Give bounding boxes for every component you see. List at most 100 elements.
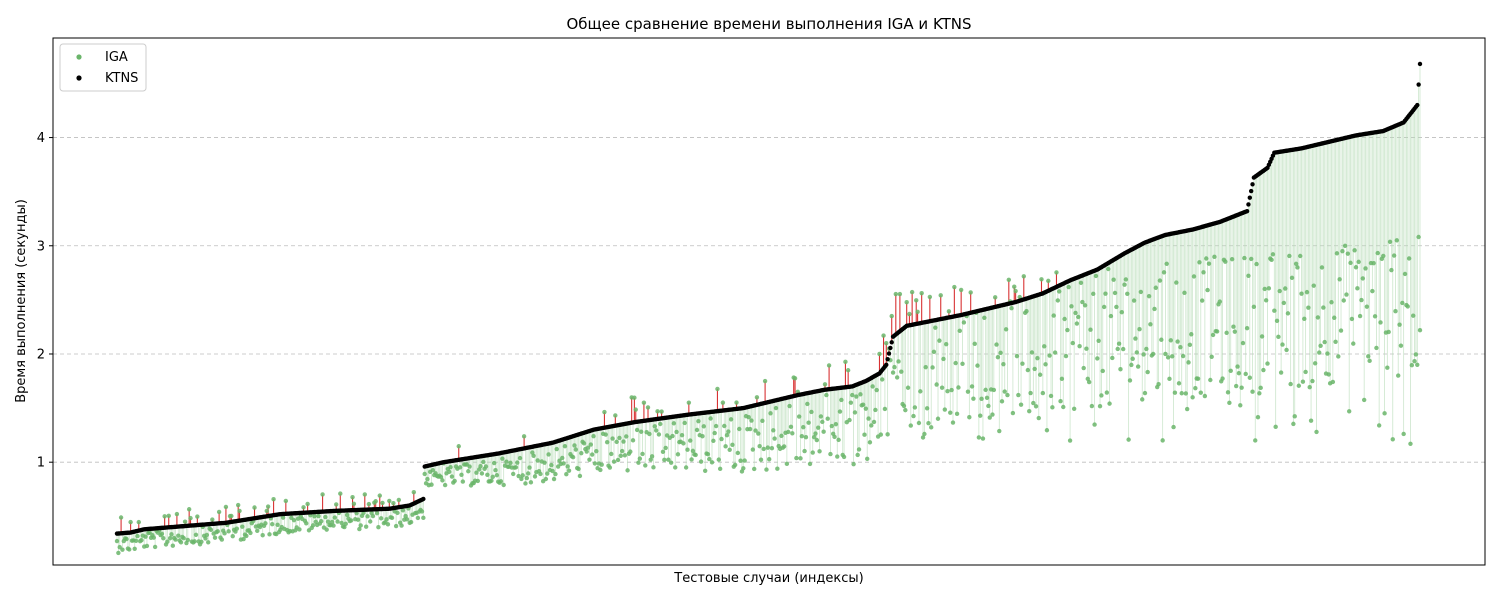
iga-point xyxy=(553,471,558,477)
iga-point xyxy=(675,452,681,457)
iga-point xyxy=(1251,304,1257,310)
iga-point xyxy=(801,425,806,430)
iga-point xyxy=(501,482,506,488)
iga-point xyxy=(1056,289,1062,294)
iga-point xyxy=(607,465,613,470)
iga-point xyxy=(1010,410,1016,416)
iga-point xyxy=(143,534,148,539)
iga-point xyxy=(960,361,965,366)
iga-point xyxy=(1186,360,1191,365)
iga-point xyxy=(813,431,818,436)
iga-point xyxy=(719,436,724,442)
iga-point xyxy=(270,521,275,527)
iga-point xyxy=(753,428,758,433)
iga-point xyxy=(870,384,875,389)
iga-point xyxy=(1332,315,1337,320)
iga-point xyxy=(538,471,543,477)
iga-point xyxy=(411,489,417,495)
iga-point xyxy=(457,465,463,470)
iga-point xyxy=(1006,277,1012,282)
iga-point xyxy=(511,471,516,477)
iga-point xyxy=(348,518,354,523)
iga-point xyxy=(624,434,629,439)
iga-point xyxy=(1044,428,1050,433)
iga-point xyxy=(1307,385,1312,390)
iga-point xyxy=(848,400,854,405)
iga-point xyxy=(950,420,956,425)
iga-point xyxy=(560,455,565,461)
grid-lines xyxy=(53,137,1485,463)
iga-point xyxy=(771,428,776,433)
iga-point xyxy=(1303,369,1308,375)
iga-point xyxy=(835,454,840,459)
iga-point xyxy=(700,434,705,439)
iga-point xyxy=(1118,367,1123,372)
iga-point xyxy=(794,455,799,461)
iga-point xyxy=(147,530,152,535)
iga-point xyxy=(589,452,595,457)
iga-point xyxy=(528,480,534,485)
iga-point xyxy=(1205,287,1210,293)
iga-point xyxy=(1174,280,1179,285)
iga-point xyxy=(1235,364,1240,369)
iga-point xyxy=(1021,274,1026,279)
iga-point xyxy=(930,365,935,370)
iga-point xyxy=(637,456,643,461)
iga-point xyxy=(421,515,426,521)
iga-point xyxy=(599,462,604,467)
iga-point xyxy=(338,491,343,496)
iga-point xyxy=(904,300,909,305)
iga-point xyxy=(1276,334,1281,340)
iga-point xyxy=(758,457,764,462)
iga-point xyxy=(151,535,156,540)
iga-point xyxy=(734,400,739,405)
iga-point xyxy=(1097,403,1103,409)
iga-point xyxy=(351,501,357,507)
iga-point xyxy=(938,293,943,298)
iga-point xyxy=(519,476,524,482)
iga-point xyxy=(516,473,521,479)
iga-point xyxy=(460,479,466,484)
iga-point xyxy=(504,459,509,464)
iga-point xyxy=(628,449,633,454)
iga-point xyxy=(1106,266,1111,272)
iga-point xyxy=(619,448,625,454)
iga-point xyxy=(765,445,771,450)
iga-point xyxy=(1103,291,1108,296)
iga-point xyxy=(456,444,461,449)
iga-point xyxy=(828,451,833,457)
iga-point xyxy=(1210,332,1216,338)
iga-point xyxy=(316,513,321,519)
iga-point xyxy=(396,497,402,503)
iga-point xyxy=(1393,309,1398,314)
iga-point xyxy=(611,459,617,464)
iga-point xyxy=(174,511,180,517)
iga-point xyxy=(912,405,918,410)
iga-point xyxy=(1312,361,1318,366)
iga-point xyxy=(1296,383,1302,388)
iga-point xyxy=(193,532,199,537)
iga-point xyxy=(399,523,404,528)
iga-point xyxy=(1263,298,1269,303)
iga-point xyxy=(545,471,550,476)
iga-point xyxy=(139,537,144,543)
iga-point xyxy=(579,450,584,456)
iga-point xyxy=(617,435,622,441)
iga-point xyxy=(1165,355,1171,360)
iga-point xyxy=(222,531,227,536)
iga-point xyxy=(192,539,197,544)
iga-point xyxy=(948,410,953,415)
iga-point xyxy=(1352,248,1357,253)
iga-point xyxy=(391,500,396,506)
iga-point xyxy=(1306,305,1311,310)
iga-point xyxy=(965,389,971,394)
iga-point xyxy=(1333,339,1338,344)
iga-point xyxy=(210,517,215,522)
iga-point xyxy=(520,473,525,478)
iga-point xyxy=(442,482,448,488)
iga-point xyxy=(766,457,772,462)
iga-point xyxy=(216,509,222,515)
iga-point xyxy=(1163,351,1168,357)
iga-point xyxy=(1095,356,1100,361)
iga-point xyxy=(1175,339,1180,344)
